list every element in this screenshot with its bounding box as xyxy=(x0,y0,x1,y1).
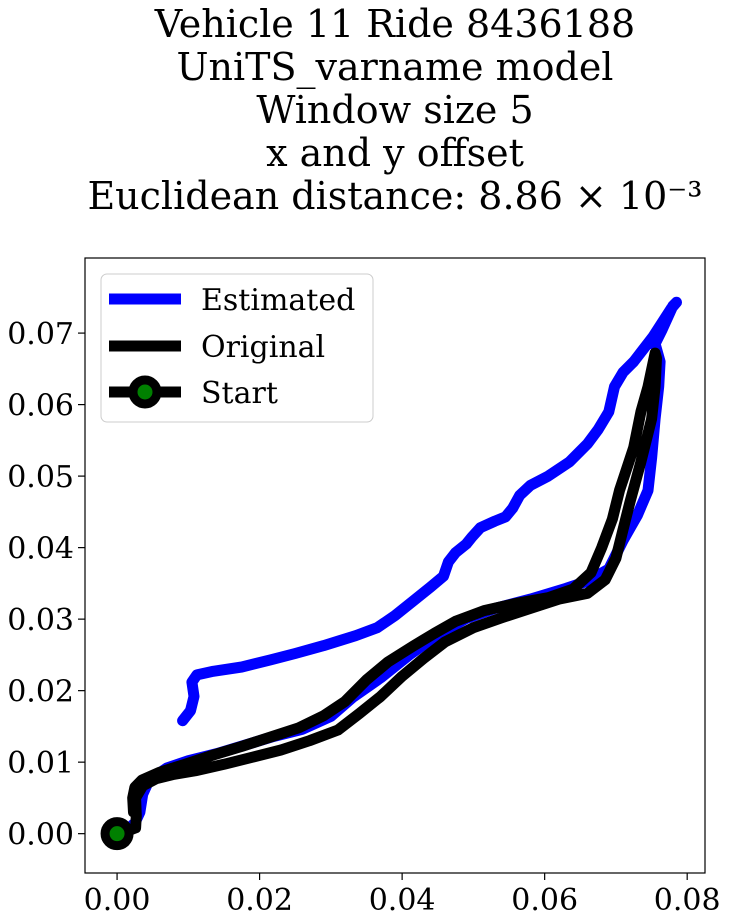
y-tick-label: 0.03 xyxy=(7,603,74,638)
x-tick-label: 0.06 xyxy=(511,883,578,918)
y-tick-label: 0.02 xyxy=(7,675,74,710)
y-tick-label: 0.00 xyxy=(7,818,74,853)
y-tick-label: 0.06 xyxy=(7,389,74,424)
legend-label-original: Original xyxy=(201,330,325,365)
legend-box xyxy=(100,273,374,423)
y-tick-label: 0.07 xyxy=(7,317,74,352)
legend-label-start: Start xyxy=(201,376,278,411)
series-layer xyxy=(100,296,682,851)
x-tick-label: 0.02 xyxy=(226,883,293,918)
title-line-1: Vehicle 11 Ride 8436188 xyxy=(154,2,635,46)
title-line-2: UniTS_varname model xyxy=(177,45,614,90)
title-line-5: Euclidean distance: 8.86 × 10⁻³ xyxy=(87,174,702,218)
legend-marker-start xyxy=(128,375,162,409)
title-line-4: x and y offset xyxy=(266,131,524,175)
chart-title: Vehicle 11 Ride 8436188 UniTS_varname mo… xyxy=(87,2,702,218)
plot-frame xyxy=(84,257,706,874)
x-tick-label: 0.00 xyxy=(84,883,151,918)
legend: Estimated Original Start xyxy=(100,273,374,423)
x-tick-label: 0.04 xyxy=(369,883,436,918)
title-line-3: Window size 5 xyxy=(256,88,533,132)
legend-label-estimated: Estimated xyxy=(201,283,355,318)
start-marker xyxy=(100,817,134,851)
axes-layer: 0.00 0.02 0.04 0.06 0.08 0.00 0.01 0.02 0.03 0.04… xyxy=(7,257,721,918)
y-tick-label: 0.05 xyxy=(7,460,74,495)
x-tick-label: 0.08 xyxy=(654,883,721,918)
y-tick-label: 0.04 xyxy=(7,532,74,567)
series-line-original xyxy=(111,347,662,840)
y-tick-label: 0.01 xyxy=(7,746,74,781)
